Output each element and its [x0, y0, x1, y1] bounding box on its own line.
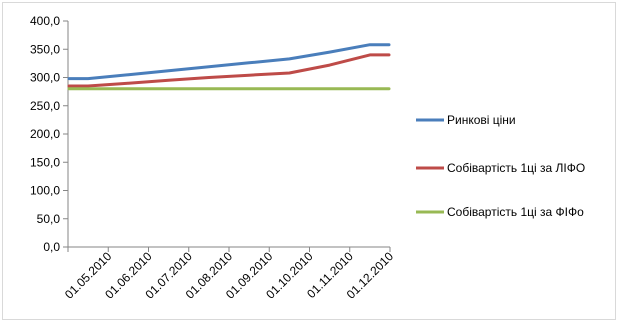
series-lines	[67, 43, 391, 91]
y-axis-ticks: 0,0 50,0 100,0 150,0 200,0 250,0 300,0 350,0 400…	[30, 14, 68, 254]
y-tick-label: 400,0	[30, 14, 60, 28]
series-line-2	[67, 53, 391, 88]
legend-label: Собівартість 1ці за ЛІФО	[447, 161, 585, 175]
legend-label: Ринкові ціни	[447, 113, 516, 127]
y-tick-label: 150,0	[30, 155, 60, 169]
axes	[67, 21, 390, 248]
y-tick-label: 350,0	[30, 42, 60, 56]
legend-label: Собівартість 1ці за ФІФо	[447, 205, 584, 219]
series-line-1	[67, 43, 391, 81]
y-tick-label: 50,0	[37, 212, 61, 226]
y-tick-label: 200,0	[30, 127, 60, 141]
y-tick-label: 100,0	[30, 184, 60, 198]
legend: Ринкові ціни Собівартість 1ці за ЛІФО Собі…	[416, 113, 585, 219]
y-tick-label: 0,0	[43, 240, 60, 254]
y-tick-label: 250,0	[30, 99, 60, 113]
x-axis-ticks: 01.05.201001.06.201001.07.201001.08.2010…	[62, 247, 396, 302]
y-tick-label: 300,0	[30, 71, 60, 85]
